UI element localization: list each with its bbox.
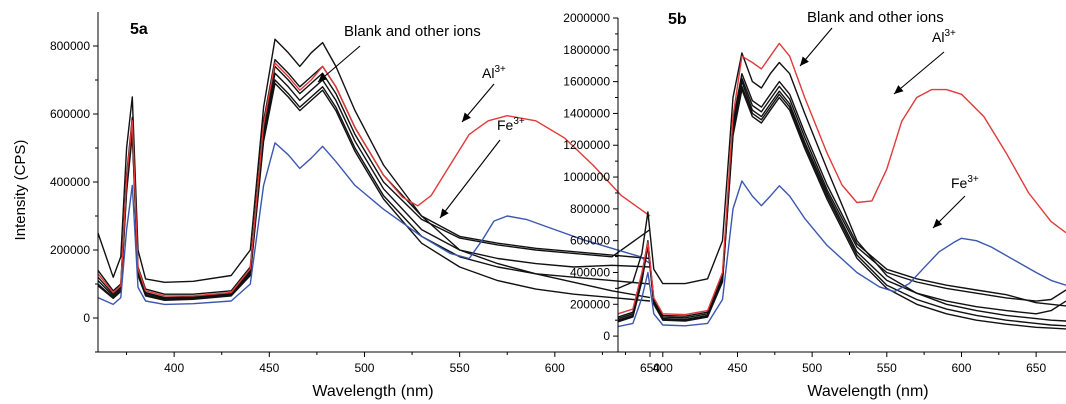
panel-label-5b: 5b xyxy=(668,11,687,28)
blank-ion-curve-5b xyxy=(618,53,1066,321)
panel-label-5a: 5a xyxy=(130,21,148,38)
x-tick-label-5b: 450 xyxy=(727,361,747,375)
y-tick-label-5a: 400000 xyxy=(50,175,90,189)
x-axis-label-5b: Wavelength (nm) xyxy=(807,383,928,400)
fe3-annotation-5a: Fe3+ xyxy=(497,116,525,133)
y-tick-label-5b: 600000 xyxy=(570,234,610,248)
y-tick-label-5b: 200000 xyxy=(570,297,610,311)
blank-ions-annotation-5b: Blank and other ions xyxy=(807,9,944,26)
fe3-curve-5b xyxy=(618,181,1066,327)
blank-ion-curve-5b xyxy=(618,74,1066,317)
x-tick-label-5a: 500 xyxy=(354,361,374,375)
y-tick-label-5a: 800000 xyxy=(50,39,90,53)
arrow-head-5a xyxy=(440,208,449,218)
x-tick-label-5b: 600 xyxy=(951,361,971,375)
x-tick-label-5a: 400 xyxy=(164,361,184,375)
arrow-head-5b xyxy=(894,85,904,94)
x-tick-label-5b: 650 xyxy=(1026,361,1046,375)
y-tick-label-5b: 800000 xyxy=(570,202,610,216)
spectra-curves-5b xyxy=(618,43,1066,329)
arrow-head-5b xyxy=(800,57,809,67)
x-tick-label-5a: 550 xyxy=(450,361,470,375)
axes-frame-5b: 0 200000 400000 600000 800000 1000000 1200000 1… xyxy=(563,11,1066,375)
chart-panel-5b: 0 200000 400000 600000 800000 1000000 1200000 1… xyxy=(563,9,1066,400)
blank-ion-curve-5b xyxy=(618,82,1066,321)
y-tick-label-5b: 1400000 xyxy=(563,106,610,120)
y-axis-label-5a: Intensity (CPS) xyxy=(12,140,29,241)
x-tick-label-5a: 600 xyxy=(545,361,565,375)
y-tick-label-5b: 0 xyxy=(603,329,610,343)
al3-annotation-5b: Al3+ xyxy=(932,28,956,45)
y-tick-label-5b: 1600000 xyxy=(563,75,610,89)
al3-curve-5b xyxy=(618,43,1066,314)
blank-ion-curve-5b xyxy=(618,78,1066,318)
y-tick-label-5a: 600000 xyxy=(50,107,90,121)
x-axis-label-5a: Wavelength (nm) xyxy=(312,383,433,400)
x-tick-label-5b: 550 xyxy=(877,361,897,375)
axes-frame-5a: 0 200000 400000 600000 800000 400 450 500 550 600… xyxy=(50,12,660,375)
x-tick-label-5a: 450 xyxy=(259,361,279,375)
fe3-annotation-5b: Fe3+ xyxy=(951,174,979,191)
chart-panel-5a: 0 200000 400000 600000 800000 400 450 500 550 600… xyxy=(12,12,660,400)
y-tick-label-5b: 1200000 xyxy=(563,138,610,152)
y-tick-label-5b: 1000000 xyxy=(563,170,610,184)
y-tick-label-5b: 400000 xyxy=(570,265,610,279)
x-tick-label-5b: 500 xyxy=(802,361,822,375)
al3-annotation-5a: Al3+ xyxy=(482,64,506,81)
y-tick-label-5b: 2000000 xyxy=(563,11,610,25)
y-tick-label-5a: 200000 xyxy=(50,243,90,257)
y-tick-label-5b: 1800000 xyxy=(563,43,610,57)
arrow-line-5a xyxy=(440,140,500,218)
y-tick-label-5a: 0 xyxy=(83,311,90,325)
x-tick-label-5b: 400 xyxy=(653,361,673,375)
blank-ions-annotation-5a: Blank and other ions xyxy=(344,23,481,40)
arrow-line-5b xyxy=(894,52,944,94)
arrow-head-5a xyxy=(462,113,471,123)
